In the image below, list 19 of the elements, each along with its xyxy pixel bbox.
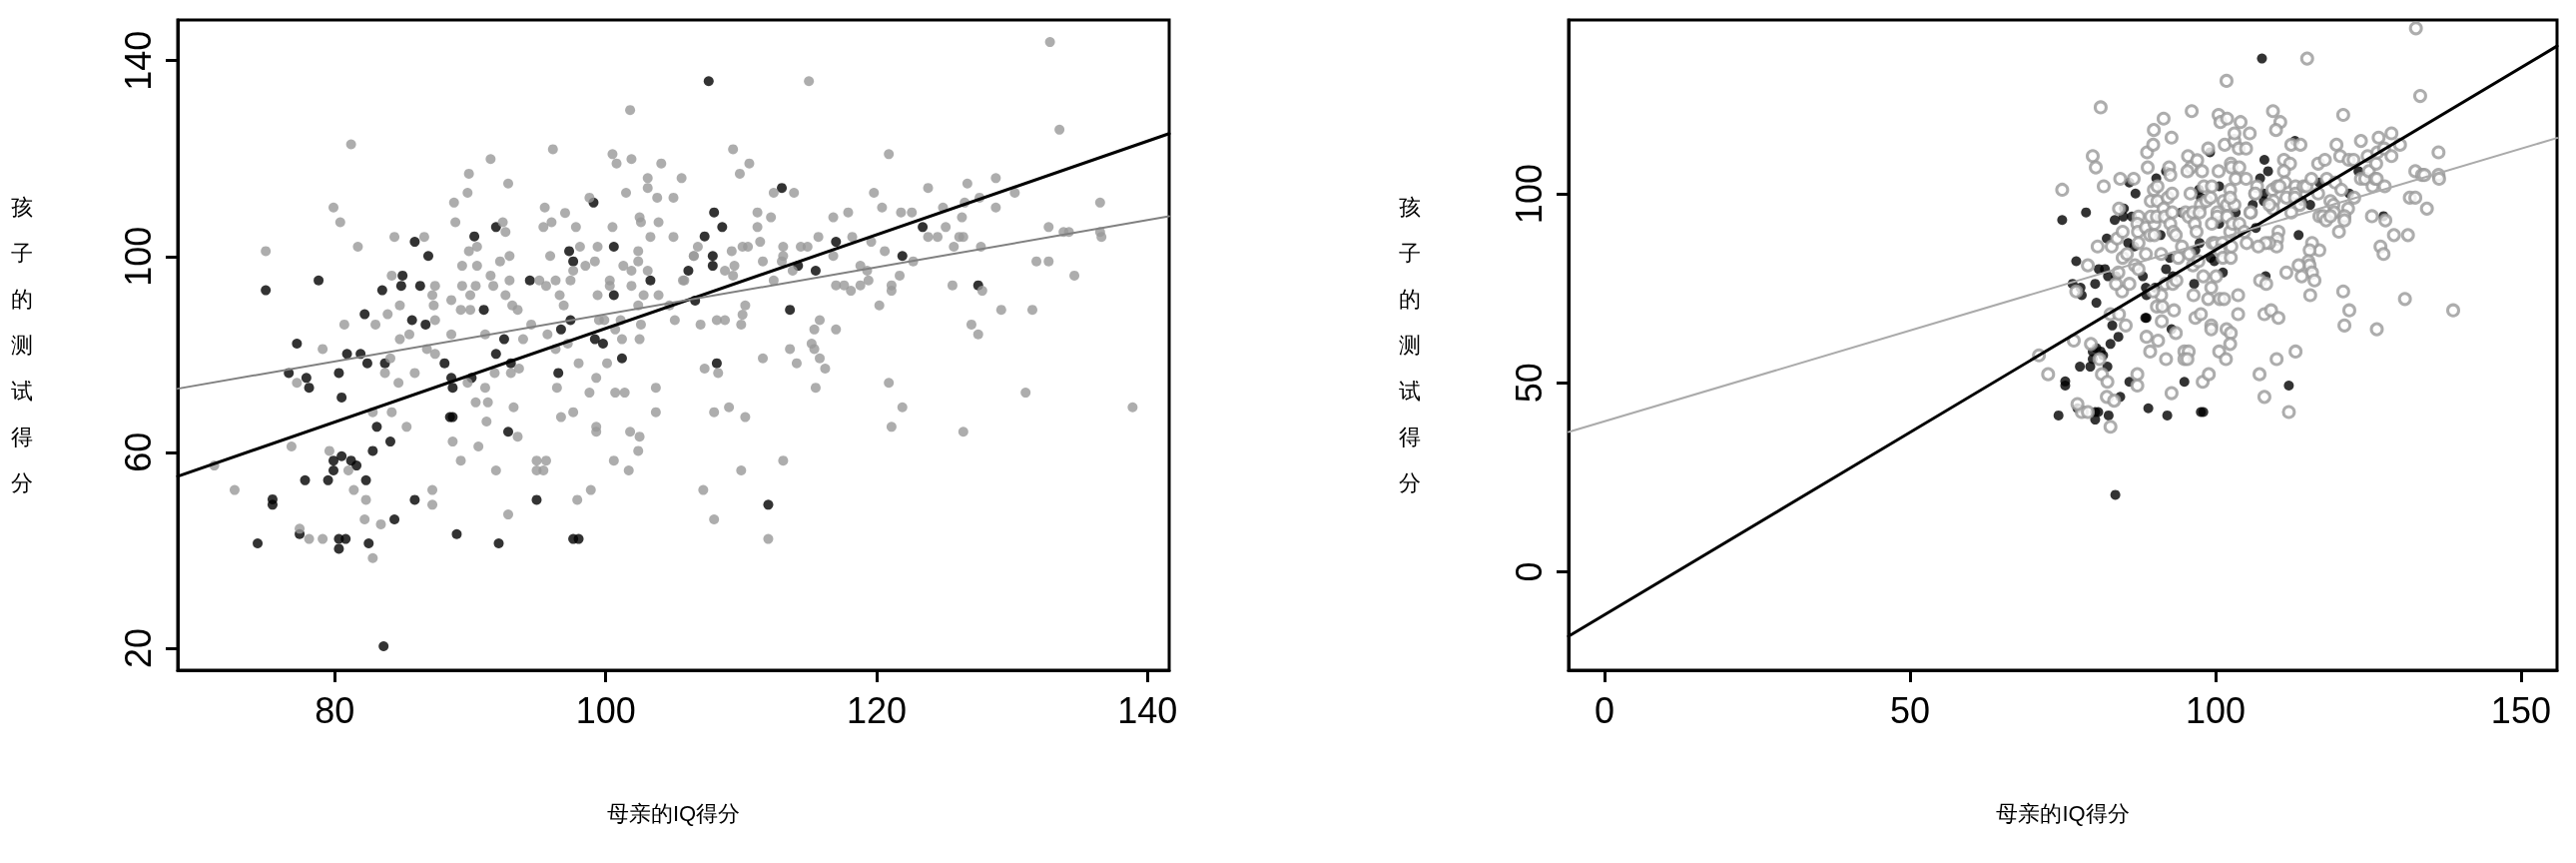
x-tick-label: 150: [2490, 689, 2551, 731]
y-tick-label: 50: [1508, 363, 1550, 404]
y-tick-label: 140: [117, 30, 159, 91]
y-tick-label: 20: [117, 627, 159, 668]
y-tick-label: 0: [1508, 561, 1550, 582]
y-axis-title: 孩子的测试得分: [1399, 195, 1421, 495]
x-axis-title: 母亲的IQ得分: [606, 800, 741, 826]
x-tick-label: 140: [1117, 689, 1178, 731]
x-tick-label: 80: [315, 689, 355, 731]
y-tick-label: 100: [117, 226, 159, 287]
y-tick-label: 60: [117, 432, 159, 472]
y-tick-label: 100: [1508, 164, 1550, 225]
x-tick-label: 100: [2185, 689, 2247, 731]
x-tick-label: 120: [846, 689, 908, 731]
x-axis-title: 母亲的IQ得分: [1996, 800, 2130, 826]
x-tick-label: 100: [575, 689, 636, 731]
y-axis-title: 孩子的测试得分: [11, 195, 33, 495]
x-tick-label: 0: [1595, 689, 1615, 731]
x-tick-label: 50: [1890, 689, 1931, 731]
